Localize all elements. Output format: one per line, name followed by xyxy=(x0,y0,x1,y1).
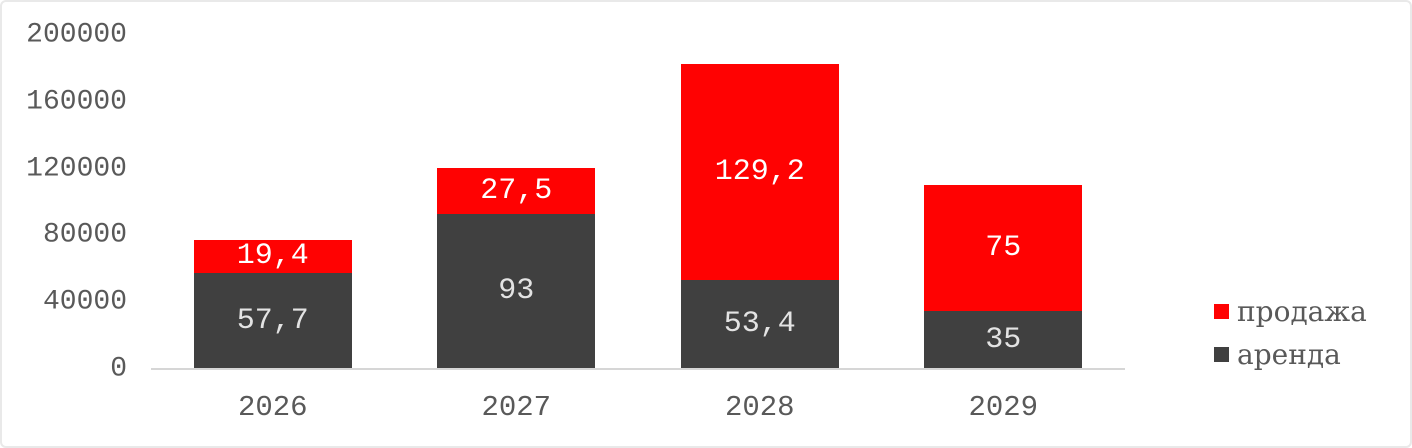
bar-segment-аренда-2027: 93 xyxy=(437,213,596,369)
x-tick-label-2029: 2029 xyxy=(968,391,1039,424)
bar-value-label: 93 xyxy=(498,274,535,309)
legend-swatch-arenda xyxy=(1214,347,1229,362)
legend: продажа аренда xyxy=(1214,295,1367,371)
bar-segment-продажа-2026: 19,4 xyxy=(193,239,352,274)
y-tick-label-160000: 160000 xyxy=(26,86,127,118)
bar-value-label: 27,5 xyxy=(480,173,553,208)
y-tick-label-40000: 40000 xyxy=(42,286,127,318)
y-tick-label-80000: 80000 xyxy=(42,219,127,251)
bar-value-label: 57,7 xyxy=(236,303,309,338)
x-tick-label-2026: 2026 xyxy=(237,391,308,424)
bar-value-label: 19,4 xyxy=(236,239,309,274)
y-tick-label-200000: 200000 xyxy=(26,19,127,51)
bar-value-label: 35 xyxy=(985,322,1022,357)
legend-item-prodazha: продажа xyxy=(1214,295,1367,328)
legend-swatch-prodazha xyxy=(1214,304,1229,319)
y-tick-label-0: 0 xyxy=(110,353,127,385)
bar-segment-продажа-2027: 27,5 xyxy=(437,167,596,214)
legend-label-arenda: аренда xyxy=(1237,338,1341,371)
bar-segment-аренда-2028: 53,4 xyxy=(680,279,839,369)
bar-segment-аренда-2026: 57,7 xyxy=(193,272,352,369)
bar-value-label: 53,4 xyxy=(723,307,796,342)
y-tick-label-120000: 120000 xyxy=(26,153,127,185)
x-tick-label-2027: 2027 xyxy=(481,391,552,424)
bar-value-label: 75 xyxy=(985,230,1022,265)
x-axis-line xyxy=(151,368,1125,370)
x-tick-label-2028: 2028 xyxy=(724,391,795,424)
bar-segment-аренда-2029: 35 xyxy=(924,310,1083,369)
bar-value-label: 129,2 xyxy=(714,154,805,189)
legend-label-prodazha: продажа xyxy=(1237,295,1367,328)
bar-segment-продажа-2028: 129,2 xyxy=(680,64,839,280)
bar-segment-продажа-2029: 75 xyxy=(924,185,1083,311)
legend-item-arenda: аренда xyxy=(1214,338,1367,371)
